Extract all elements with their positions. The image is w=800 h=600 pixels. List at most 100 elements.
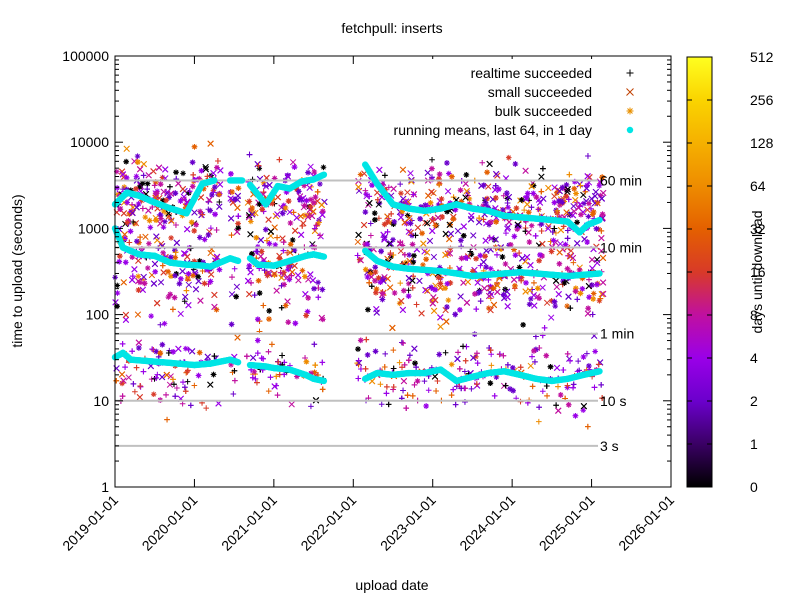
scatter-point — [584, 173, 591, 180]
scatter-point — [136, 345, 142, 351]
scatter-point — [574, 219, 580, 226]
scatter-point — [480, 182, 487, 189]
scatter-point — [544, 225, 552, 232]
scatter-point — [444, 188, 452, 195]
scatter-point — [574, 296, 581, 303]
scatter-point — [579, 275, 586, 282]
scatter-point — [450, 216, 457, 222]
scatter-point — [264, 272, 271, 279]
scatter-point — [158, 373, 166, 381]
scatter-point — [564, 188, 571, 195]
scatter-point — [291, 247, 298, 253]
scatter-point — [404, 201, 411, 207]
scatter-point — [382, 172, 388, 179]
scatter-point — [505, 193, 513, 201]
scatter-point — [121, 184, 128, 190]
scatter-point — [303, 197, 310, 204]
scatter-point — [600, 189, 607, 197]
scatter-point — [460, 223, 467, 230]
scatter-point — [317, 181, 323, 187]
scatter-point — [575, 204, 582, 211]
scatter-point — [160, 224, 167, 231]
scatter-point — [579, 285, 586, 292]
scatter-point — [446, 235, 453, 243]
scatter-point — [123, 158, 129, 165]
scatter-point — [433, 388, 439, 394]
scatter-point — [445, 297, 452, 303]
scatter-point — [591, 384, 598, 391]
scatter-point — [538, 221, 545, 227]
scatter-point — [157, 322, 164, 328]
scatter-point — [422, 286, 429, 294]
scatter-point — [299, 195, 307, 202]
scatter-point — [320, 164, 327, 171]
scatter-point — [255, 277, 262, 284]
scatter-point — [594, 281, 600, 288]
scatter-point — [184, 253, 191, 260]
scatter-point — [531, 280, 537, 286]
scatter-point — [297, 231, 305, 238]
scatter-point — [594, 199, 601, 206]
scatter-point — [127, 228, 134, 235]
scatter-point — [190, 272, 196, 279]
scatter-point — [137, 383, 144, 389]
scatter-point — [527, 362, 534, 369]
scatter-point — [429, 174, 435, 181]
scatter-point — [306, 212, 313, 218]
scatter-point — [207, 278, 214, 285]
scatter-point — [288, 401, 295, 408]
scatter-point — [436, 176, 442, 182]
scatter-point — [295, 188, 302, 195]
scatter-point — [165, 350, 172, 356]
scatter-point — [400, 287, 407, 294]
scatter-point — [432, 286, 438, 293]
scatter-point — [411, 382, 418, 388]
scatter-point — [596, 182, 603, 189]
scatter-point — [286, 208, 293, 216]
scatter-point — [160, 197, 166, 204]
scatter-point — [311, 225, 318, 232]
scatter-point — [316, 219, 322, 226]
scatter-point — [319, 286, 326, 293]
scatter-point — [452, 311, 459, 318]
scatter-point — [563, 193, 569, 200]
scatter-point — [411, 252, 417, 259]
scatter-point — [200, 185, 207, 192]
y-axis-label: time to upload (seconds) — [9, 194, 25, 347]
scatter-point — [536, 418, 542, 425]
scatter-point — [130, 381, 137, 387]
scatter-point — [363, 336, 370, 343]
scatter-point — [469, 268, 476, 275]
scatter-point — [267, 374, 274, 381]
scatter-point — [314, 189, 321, 195]
scatter-point — [541, 325, 548, 331]
scatter-point — [551, 184, 558, 191]
scatter-point — [428, 284, 434, 291]
scatter-point — [444, 304, 450, 310]
scatter-point — [149, 204, 156, 210]
scatter-point — [580, 354, 587, 360]
scatter-point — [588, 206, 594, 212]
scatter-point — [285, 263, 292, 269]
scatter-point — [252, 376, 259, 382]
scatter-point — [375, 201, 382, 208]
scatter-point — [144, 265, 151, 271]
colorbar-tick-label: 4 — [750, 350, 758, 366]
scatter-point — [182, 384, 188, 391]
scatter-point — [172, 272, 178, 279]
scatter-point — [551, 199, 558, 206]
scatter-point — [307, 163, 314, 170]
scatter-point — [567, 252, 575, 260]
scatter-point — [258, 355, 265, 361]
scatter-point — [355, 375, 362, 382]
scatter-point — [129, 348, 135, 354]
scatter-point — [153, 190, 160, 197]
scatter-point — [141, 280, 148, 287]
scatter-point — [589, 311, 596, 318]
scatter-point — [185, 346, 192, 353]
scatter-point — [256, 165, 263, 172]
scatter-point — [287, 249, 294, 256]
scatter-point — [150, 280, 158, 287]
scatter-point — [204, 266, 210, 273]
scatter-point — [279, 235, 286, 242]
